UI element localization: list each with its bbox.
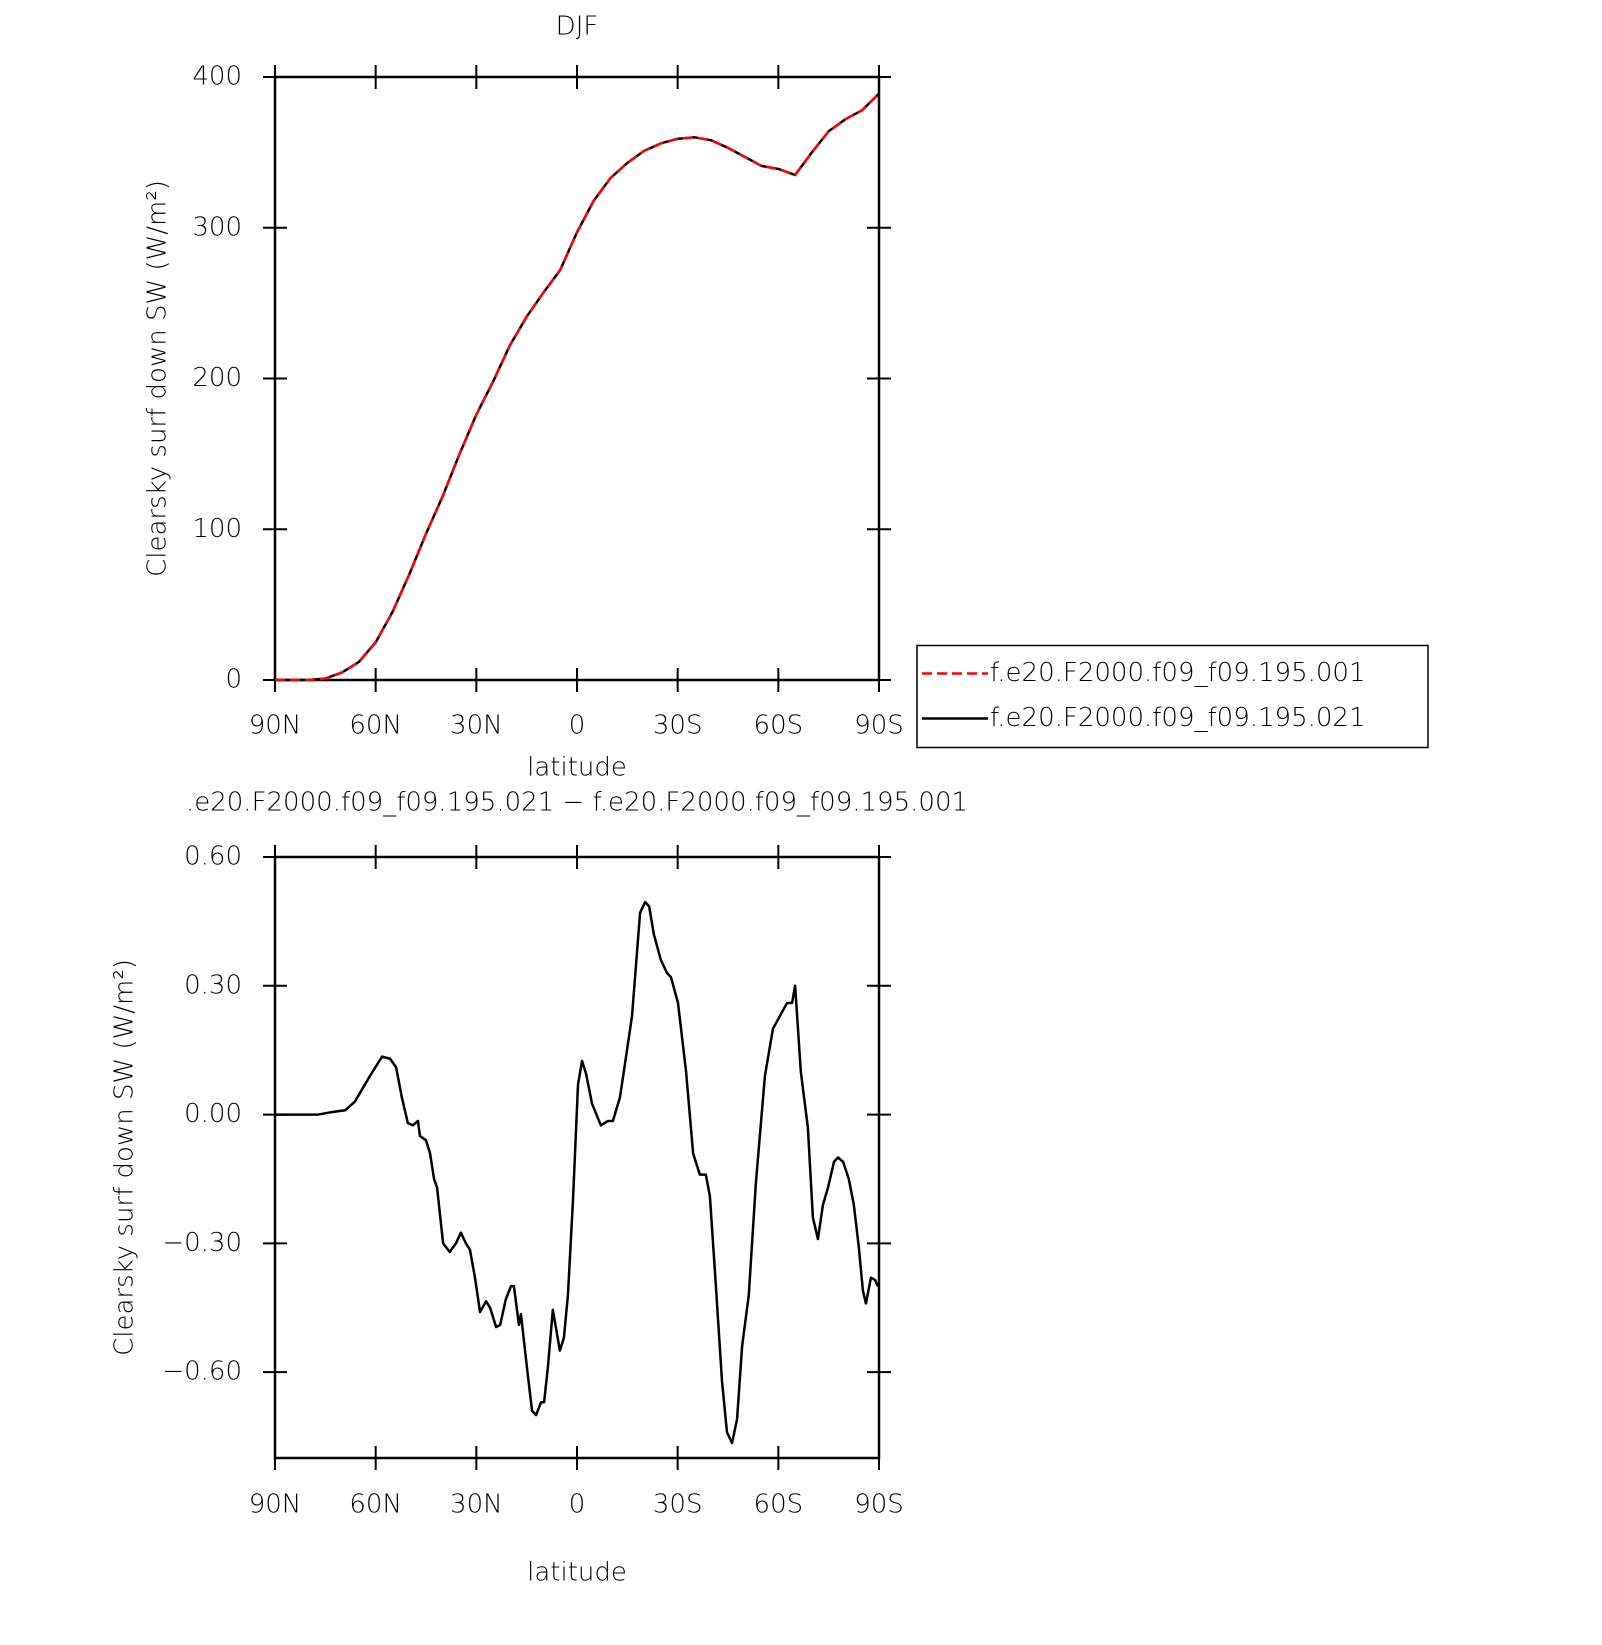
x-tick-label: 90S — [854, 1490, 904, 1520]
series-line — [275, 92, 880, 682]
series-line — [275, 900, 880, 1445]
legend-label: f.e20.F2000.f09_f09.195.001 — [990, 658, 1366, 688]
y-axis-label: Clearsky surf down SW (W/m²) — [110, 959, 140, 1356]
x-axis-label: latitude — [527, 753, 627, 783]
y-tick-label: −0.30 — [162, 1228, 242, 1258]
y-tick-label: 300 — [192, 212, 242, 242]
y-tick-label: 200 — [192, 363, 242, 393]
x-tick-label: 60N — [349, 1490, 402, 1520]
x-tick-label: 90N — [249, 1490, 302, 1520]
x-tick-label: 30N — [450, 1490, 503, 1520]
y-tick-label: 0 — [225, 665, 242, 695]
x-tick-label: 60S — [754, 1490, 804, 1520]
y-tick-label: 0.00 — [184, 1099, 242, 1129]
x-axis-label: latitude — [527, 1558, 627, 1588]
x-tick-label: 30S — [653, 711, 703, 741]
x-tick-label: 0 — [569, 1490, 586, 1520]
y-tick-label: 400 — [192, 62, 242, 92]
chart-title: .e20.F2000.f09_f09.195.021 − f.e20.F2000… — [186, 788, 968, 818]
chart-title: DJF — [556, 12, 599, 42]
x-tick-label: 0 — [569, 711, 586, 741]
x-tick-label: 30N — [450, 711, 503, 741]
x-tick-label: 90S — [854, 711, 904, 741]
y-tick-label: 0.60 — [184, 842, 242, 872]
plot-frame — [273, 855, 881, 1460]
series-line — [275, 92, 880, 682]
x-tick-label: 90N — [249, 711, 302, 741]
legend-label: f.e20.F2000.f09_f09.195.021 — [990, 703, 1366, 733]
y-axis-label: Clearsky surf down SW (W/m²) — [143, 180, 173, 577]
y-tick-label: −0.60 — [162, 1357, 242, 1387]
legend-box — [916, 644, 1429, 749]
plot-frame — [273, 75, 881, 682]
x-tick-label: 60N — [349, 711, 402, 741]
x-tick-label: 30S — [653, 1490, 703, 1520]
x-tick-label: 60S — [754, 711, 804, 741]
y-tick-label: 100 — [192, 514, 242, 544]
y-tick-label: 0.30 — [184, 970, 242, 1000]
